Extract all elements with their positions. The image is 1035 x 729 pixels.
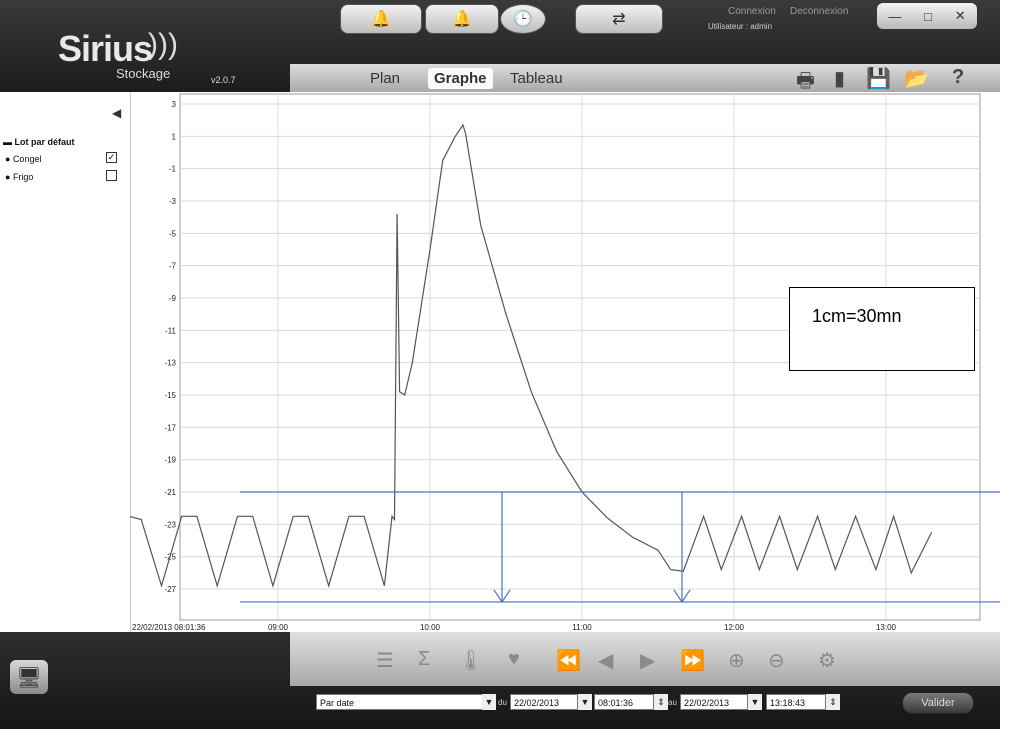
bell-icon: 🔔: [371, 11, 391, 28]
y-tick-label: -9: [169, 294, 177, 303]
printer-icon[interactable]: 🖶: [796, 70, 815, 92]
signal-icon: ))): [148, 28, 178, 61]
logo-title: Sirius: [58, 28, 153, 69]
y-tick-label: -25: [164, 553, 176, 562]
annotation-text: 1cm=30mn: [812, 306, 902, 326]
help-icon[interactable]: ?: [952, 66, 965, 88]
connexion-link[interactable]: Connexion: [728, 6, 776, 17]
fast-rewind-icon[interactable]: ⏪: [556, 650, 581, 672]
annotation-arrow-head: [493, 589, 511, 604]
series-label: Frigo: [12, 172, 34, 182]
y-tick-label: 3: [172, 100, 177, 109]
chevron-down-icon[interactable]: ▼: [748, 694, 762, 710]
tab-graphe[interactable]: Graphe: [428, 68, 493, 89]
tab-tableau[interactable]: Tableau: [510, 70, 563, 87]
spinner-icon[interactable]: ⇕: [654, 694, 668, 710]
nav-strip: [290, 64, 1000, 92]
y-tick-label: -5: [169, 229, 177, 238]
minimize-icon[interactable]: —: [888, 8, 902, 24]
save-icon[interactable]: 💾: [866, 68, 891, 90]
zoom-in-icon[interactable]: ⊕: [728, 650, 745, 672]
bell-outline-icon: 🔔: [452, 11, 472, 28]
refresh-button[interactable]: ⇄: [575, 4, 663, 34]
x-start-label: 22/02/2013 08:01:36: [132, 623, 206, 632]
group-header[interactable]: ▬ Lot par défaut: [3, 137, 75, 147]
logo: Sirius ))) Stockage v2.0.7: [0, 0, 300, 92]
y-tick-label: -3: [169, 197, 177, 206]
settings-icon[interactable]: ⚙: [818, 650, 836, 672]
y-tick-label: -1: [169, 165, 177, 174]
maximize-icon[interactable]: □: [924, 8, 932, 24]
thermometer-icon[interactable]: 🌡: [458, 650, 484, 672]
collapse-icon[interactable]: ◀: [112, 106, 122, 120]
date-to-field[interactable]: 22/02/2013: [680, 694, 748, 710]
step-forward-icon[interactable]: ▶: [640, 650, 656, 672]
marker-icon[interactable]: ♥: [508, 648, 520, 670]
x-tick-label: 13:00: [876, 623, 897, 632]
tab-plan[interactable]: Plan: [370, 70, 401, 87]
mode-select[interactable]: Par date: [316, 694, 496, 710]
user-label: Utilisateur : admin: [708, 22, 773, 31]
close-icon[interactable]: ✕: [954, 8, 966, 23]
valider-button[interactable]: Valider: [902, 692, 974, 714]
y-tick-label: -15: [164, 391, 176, 400]
book-icon[interactable]: ▮: [834, 68, 846, 90]
x-tick-label: 11:00: [572, 623, 592, 632]
version-label: v2.0.7: [211, 75, 236, 85]
x-tick-label: 09:00: [268, 623, 289, 632]
au-label: au: [668, 698, 677, 707]
alarm-ack-button[interactable]: 🔔: [425, 4, 499, 34]
zoom-out-icon[interactable]: ⊖: [768, 650, 785, 672]
spinner-icon[interactable]: ⇕: [826, 694, 840, 710]
y-tick-label: -13: [164, 359, 176, 368]
series-item-frigo: ● Frigo: [5, 172, 34, 182]
x-tick-label: 12:00: [724, 623, 745, 632]
annotation-box: 1cm=30mn: [789, 287, 975, 371]
step-back-icon[interactable]: ◀: [598, 650, 614, 672]
clock-button[interactable]: 🕒: [500, 4, 546, 34]
alarm-button[interactable]: 🔔: [340, 4, 422, 34]
time-to-field[interactable]: 13:18:43: [766, 694, 826, 710]
annotation-arrow-head: [673, 589, 691, 604]
y-tick-label: -27: [164, 585, 176, 594]
y-tick-label: -23: [164, 520, 176, 529]
series-panel: ◀ ▬ Lot par défaut ● Congel ✓ ● Frigo: [0, 92, 131, 632]
y-tick-label: -21: [164, 488, 176, 497]
x-tick-label: 10:00: [420, 623, 441, 632]
group-label: Lot par défaut: [14, 137, 75, 147]
logo-subtitle: Stockage: [116, 66, 171, 81]
deconnexion-link[interactable]: Deconnexion: [790, 6, 849, 17]
monitor-icon[interactable]: 🖥: [10, 660, 48, 694]
y-tick-label: 1: [172, 132, 177, 141]
refresh-icon: ⇄: [612, 11, 626, 28]
series-label: Congel: [12, 154, 42, 164]
y-tick-label: -11: [165, 326, 177, 335]
list-icon[interactable]: ☰: [376, 650, 394, 672]
fast-forward-icon[interactable]: ⏩: [680, 650, 705, 672]
chevron-down-icon[interactable]: ▼: [482, 694, 496, 710]
y-tick-label: -7: [169, 262, 177, 271]
controls-strip: [290, 632, 1000, 686]
chevron-down-icon[interactable]: ▼: [578, 694, 592, 710]
time-from-field[interactable]: 08:01:36: [594, 694, 654, 710]
y-tick-label: -17: [164, 423, 176, 432]
sigma-icon[interactable]: Σ: [418, 648, 431, 670]
window-controls: — □ ✕: [876, 2, 978, 30]
open-folder-icon[interactable]: 📂: [904, 68, 929, 90]
series-item-congel: ● Congel: [5, 154, 42, 164]
frigo-checkbox[interactable]: [106, 170, 117, 181]
minus-box-icon: ▬: [3, 137, 12, 147]
clock-icon: 🕒: [513, 11, 533, 28]
congel-checkbox[interactable]: ✓: [106, 152, 117, 163]
date-from-field[interactable]: 22/02/2013: [510, 694, 578, 710]
du-label: du: [498, 698, 507, 707]
y-tick-label: -19: [164, 456, 176, 465]
temperature-series-line: [130, 123, 933, 588]
